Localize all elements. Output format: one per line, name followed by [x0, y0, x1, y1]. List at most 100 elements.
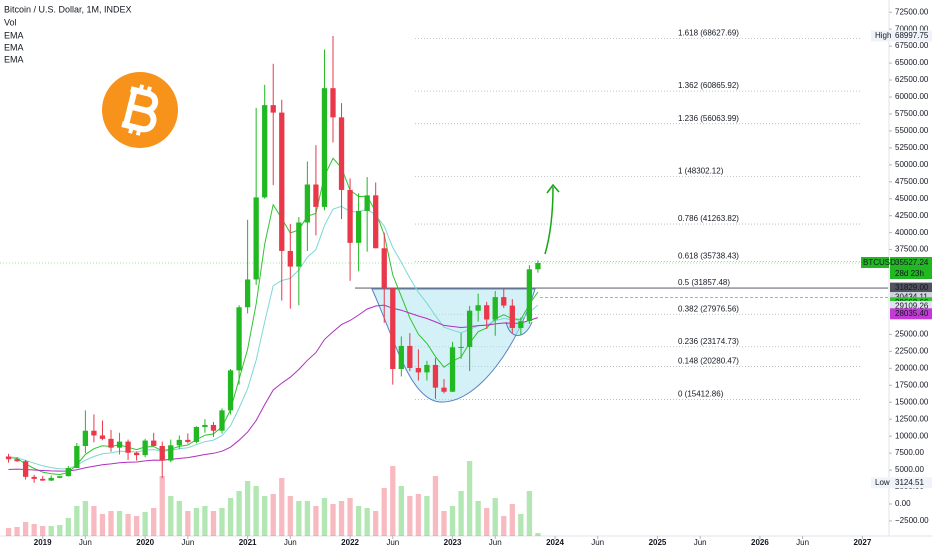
candle-body [244, 279, 251, 308]
fib-label: 1.362 (60865.92) [678, 81, 739, 90]
x-tick-label: Jun [489, 538, 502, 547]
volume-bar [501, 516, 507, 536]
candle-body [526, 269, 533, 322]
price-tag-bg [890, 308, 932, 320]
candles [5, 35, 541, 483]
volume-bar [338, 501, 345, 536]
x-tick-label: Jun [796, 538, 809, 547]
candle-body [82, 430, 89, 446]
volume-bar [48, 526, 54, 536]
volume-bar [424, 496, 430, 536]
y-tick-label: 42500.00 [895, 211, 929, 220]
candle-body [432, 364, 439, 388]
legend-ema: EMA [4, 54, 24, 64]
candle-body [22, 461, 29, 477]
y-tick-label: 60000.00 [895, 92, 929, 101]
candle-body [449, 347, 456, 392]
candle-body [364, 195, 370, 211]
legend-title: Bitcoin / U.S. Dollar, 1M, INDEX [4, 4, 132, 14]
candle-body [484, 305, 490, 320]
candle-body [219, 410, 225, 431]
volume-bar [40, 526, 46, 536]
extreme-name: Low [875, 478, 890, 487]
fib-label: 1.236 (56063.99) [678, 114, 739, 123]
volume-bar [432, 476, 439, 536]
volume-bar [236, 491, 242, 536]
symbol-tag-bg [861, 256, 889, 268]
ema-lines [8, 157, 539, 476]
x-tick-label: Jun [79, 538, 92, 547]
candle-body [31, 476, 37, 479]
volume-bar [279, 478, 285, 536]
price-tag: 35527.24 [895, 258, 929, 267]
ema-line [8, 205, 539, 470]
volume-pane [5, 461, 541, 536]
volume-bar [509, 504, 515, 536]
volume-bar [202, 506, 208, 536]
x-tick-label: 2022 [341, 538, 359, 547]
y-tick-label: 20000.00 [895, 363, 929, 372]
volume-bar [415, 494, 422, 536]
volume-bar [484, 508, 490, 536]
candle-body [373, 195, 379, 249]
candle-body [142, 440, 148, 456]
candle-body [40, 478, 46, 481]
volume-bar [398, 486, 404, 536]
volume-bar [253, 486, 259, 536]
candle-body [253, 197, 259, 280]
volume-bar [535, 533, 541, 536]
volume-bar [355, 506, 362, 536]
x-tick-label: 2027 [853, 538, 871, 547]
ema-line [8, 157, 539, 476]
x-tick-label: 2019 [34, 538, 52, 547]
y-tick-label: 55000.00 [895, 126, 929, 135]
fib-label: 0.382 (27976.56) [678, 304, 739, 313]
x-tick-label: 2026 [751, 538, 769, 547]
candle-body [501, 297, 507, 306]
candle-body [57, 476, 63, 478]
extreme-tag-bg [871, 30, 932, 42]
volume-bar [313, 506, 319, 536]
volume-bar [14, 527, 20, 536]
candle-body [415, 367, 422, 373]
volume-bar [321, 498, 328, 536]
candle-body [227, 370, 234, 411]
candle-body [355, 210, 362, 243]
y-tick-label: 10000.00 [895, 431, 929, 440]
volume-bar [526, 491, 533, 536]
fib-label: 0.618 (35738.43) [678, 252, 739, 261]
candle-body [91, 430, 97, 436]
y-tick-label: 17500.00 [895, 380, 929, 389]
volume-bar [82, 501, 89, 536]
fib-label: 0.786 (41263.82) [678, 214, 739, 223]
y-tick-label: 47500.00 [895, 177, 929, 186]
candle-body [492, 297, 498, 320]
y-tick-label: 65000.00 [895, 58, 929, 67]
candle-body [424, 364, 430, 373]
extreme-value: 3124.51 [895, 478, 924, 487]
candle-body [236, 307, 242, 371]
candle-body [279, 112, 285, 251]
fib-label: 1 (48302.12) [678, 166, 724, 175]
candle-body [108, 438, 114, 448]
y-tick-label: −2500.00 [895, 516, 929, 525]
volume-bar [390, 466, 396, 536]
volume-bar [22, 522, 29, 536]
volume-bar [193, 508, 200, 536]
candle-body [398, 345, 404, 370]
volume-bar [364, 508, 370, 536]
candle-body [313, 184, 319, 207]
candle-body [407, 345, 413, 368]
y-tick-label: 5000.00 [895, 465, 924, 474]
candle-body [262, 105, 268, 198]
y-tick-label: 72500.00 [895, 7, 929, 16]
volume-bar [168, 496, 174, 536]
candle-body [475, 305, 481, 311]
candle-body [535, 262, 541, 270]
y-tick-label: 0.00 [895, 499, 911, 508]
y-tick-label: 45000.00 [895, 194, 929, 203]
projection-arrow [544, 186, 554, 255]
price-tag: 29109.26 [895, 302, 929, 311]
fib-label: 0.148 (20280.47) [678, 357, 739, 366]
candle-body [321, 88, 328, 207]
